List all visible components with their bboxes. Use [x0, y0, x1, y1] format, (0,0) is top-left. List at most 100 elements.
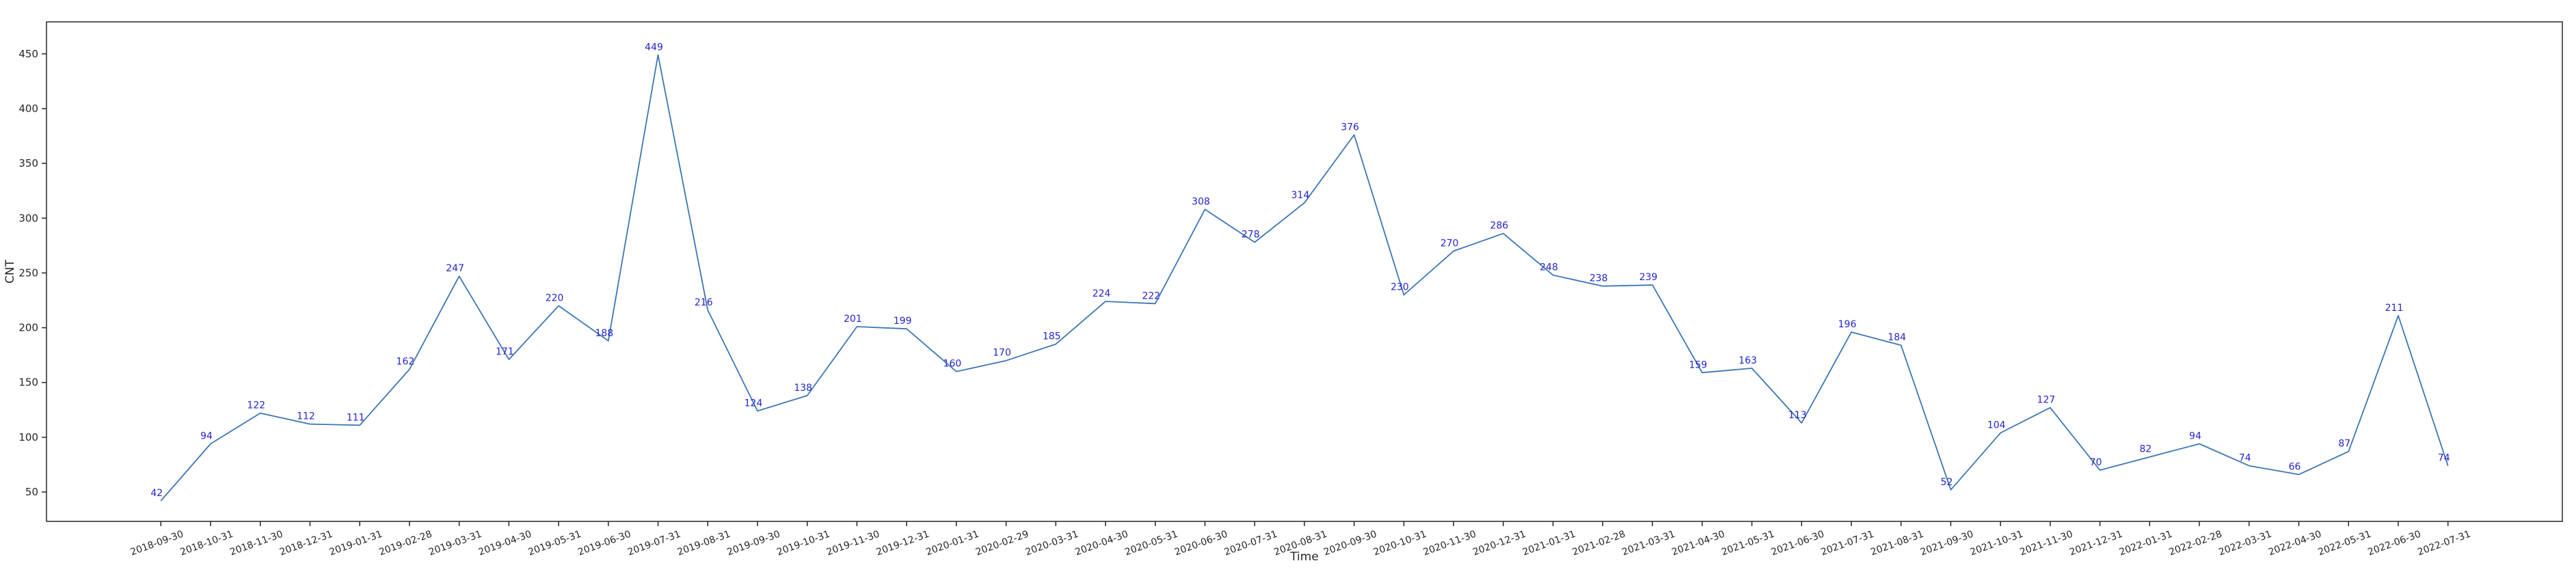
point-label: 220	[546, 293, 564, 304]
point-label: 376	[1341, 122, 1359, 133]
x-tick-label: 2020-01-31	[924, 529, 980, 558]
point-label: 278	[1242, 230, 1260, 241]
y-tick-label: 450	[18, 48, 38, 60]
point-label: 122	[247, 400, 265, 411]
point-label: 222	[1142, 290, 1160, 301]
point-label: 113	[1788, 410, 1807, 421]
point-label: 94	[2189, 431, 2201, 442]
point-label: 70	[2090, 457, 2102, 468]
point-label: 238	[1589, 273, 1608, 284]
plot-border	[46, 21, 2563, 522]
x-tick-label: 2022-02-28	[2168, 529, 2224, 558]
x-tick-label: 2018-11-30	[228, 529, 284, 558]
y-tick-label: 100	[18, 431, 38, 443]
x-tick-label: 2022-05-31	[2317, 529, 2373, 558]
point-label: 94	[200, 431, 213, 442]
point-label: 111	[347, 412, 365, 423]
x-tick-label: 2020-07-31	[1223, 529, 1279, 558]
x-tick-label: 2021-06-30	[1770, 529, 1826, 558]
x-tick-label: 2020-05-31	[1123, 529, 1179, 558]
point-label: 124	[744, 398, 763, 409]
x-tick-label: 2021-11-30	[2018, 529, 2074, 558]
x-tick-label: 2021-03-31	[1621, 529, 1677, 558]
point-label: 286	[1490, 221, 1509, 232]
x-tick-label: 2019-06-30	[576, 529, 632, 558]
point-label: 188	[595, 328, 613, 339]
x-tick-label: 2019-09-30	[725, 529, 781, 558]
data-line	[160, 54, 2449, 502]
point-label: 163	[1739, 355, 1757, 366]
point-label: 185	[1043, 331, 1061, 342]
x-tick-label: 2022-03-31	[2217, 529, 2273, 558]
x-tick-label: 2021-04-30	[1670, 529, 1726, 558]
point-label: 127	[2037, 395, 2056, 406]
x-tick-label: 2020-06-30	[1173, 529, 1229, 558]
x-tick-label: 2021-12-31	[2068, 529, 2124, 558]
point-label: 314	[1291, 190, 1310, 201]
point-label: 162	[397, 356, 415, 367]
x-tick-label: 2021-02-28	[1571, 529, 1627, 558]
point-label: 160	[943, 359, 962, 370]
point-label: 82	[2139, 444, 2151, 455]
point-label: 248	[1540, 262, 1558, 273]
x-tick-label: 2020-09-30	[1322, 529, 1378, 558]
point-label: 66	[2289, 461, 2301, 472]
y-tick-label: 150	[18, 377, 38, 389]
point-label: 104	[1987, 420, 2006, 430]
x-tick-label: 2021-09-30	[1919, 529, 1975, 558]
y-tick-label: 350	[18, 157, 38, 169]
x-tick-label: 2018-12-31	[278, 529, 334, 558]
x-axis-title: Time	[1289, 550, 1319, 564]
y-axis-title: CNT	[3, 259, 17, 284]
x-tick-label: 2019-01-31	[328, 529, 384, 558]
point-label: 87	[2338, 439, 2350, 450]
x-tick-label: 2018-10-31	[178, 529, 234, 558]
x-tick-label: 2022-06-30	[2366, 529, 2422, 558]
y-tick-label: 50	[25, 486, 38, 498]
point-label: 247	[446, 263, 464, 274]
x-tick-label: 2018-09-30	[129, 529, 185, 558]
x-tick-label: 2021-08-31	[1869, 529, 1925, 558]
x-tick-label: 2019-12-31	[875, 529, 931, 558]
point-label: 170	[993, 348, 1011, 359]
y-tick-label: 250	[18, 266, 38, 279]
x-tick-label: 2019-03-31	[427, 529, 483, 558]
x-tick-label: 2022-01-31	[2118, 529, 2174, 558]
x-tick-label: 2019-10-31	[775, 529, 831, 558]
x-tick-label: 2020-10-31	[1372, 529, 1428, 558]
y-tick-label: 200	[18, 322, 38, 334]
point-label: 184	[1888, 332, 1906, 343]
point-label: 224	[1092, 288, 1111, 299]
point-label: 171	[496, 346, 514, 357]
x-tick-label: 2019-02-28	[377, 529, 433, 558]
x-tick-label: 2019-04-30	[477, 529, 533, 558]
x-tick-label: 2022-04-30	[2267, 529, 2323, 558]
x-tick-label: 2019-05-31	[527, 529, 583, 558]
point-label: 74	[2438, 453, 2450, 464]
x-tick-label: 2022-07-31	[2416, 529, 2472, 558]
point-label: 270	[1440, 238, 1459, 249]
x-tick-label: 2021-01-31	[1521, 529, 1577, 558]
x-tick-label: 2019-11-30	[825, 529, 881, 558]
point-label: 308	[1192, 196, 1210, 207]
x-tick-label: 2021-05-31	[1720, 529, 1776, 558]
x-tick-label: 2020-12-31	[1471, 529, 1527, 558]
x-tick-label: 2019-07-31	[626, 529, 682, 558]
x-tick-label: 2021-07-31	[1819, 529, 1875, 558]
point-label: 201	[844, 314, 862, 325]
point-label: 230	[1391, 282, 1409, 292]
point-label: 52	[1941, 477, 1953, 488]
x-tick-label: 2021-10-31	[1969, 529, 2025, 558]
x-tick-label: 2020-03-31	[1024, 529, 1080, 558]
point-label: 112	[297, 411, 315, 422]
y-tick-label: 400	[18, 102, 38, 115]
y-tick-label: 300	[18, 212, 38, 224]
point-label: 449	[645, 42, 663, 53]
point-label: 216	[695, 297, 713, 308]
point-label: 74	[2239, 453, 2251, 464]
x-tick-label: 2020-11-30	[1422, 529, 1478, 558]
point-label: 42	[150, 488, 163, 499]
point-label: 239	[1639, 272, 1658, 283]
